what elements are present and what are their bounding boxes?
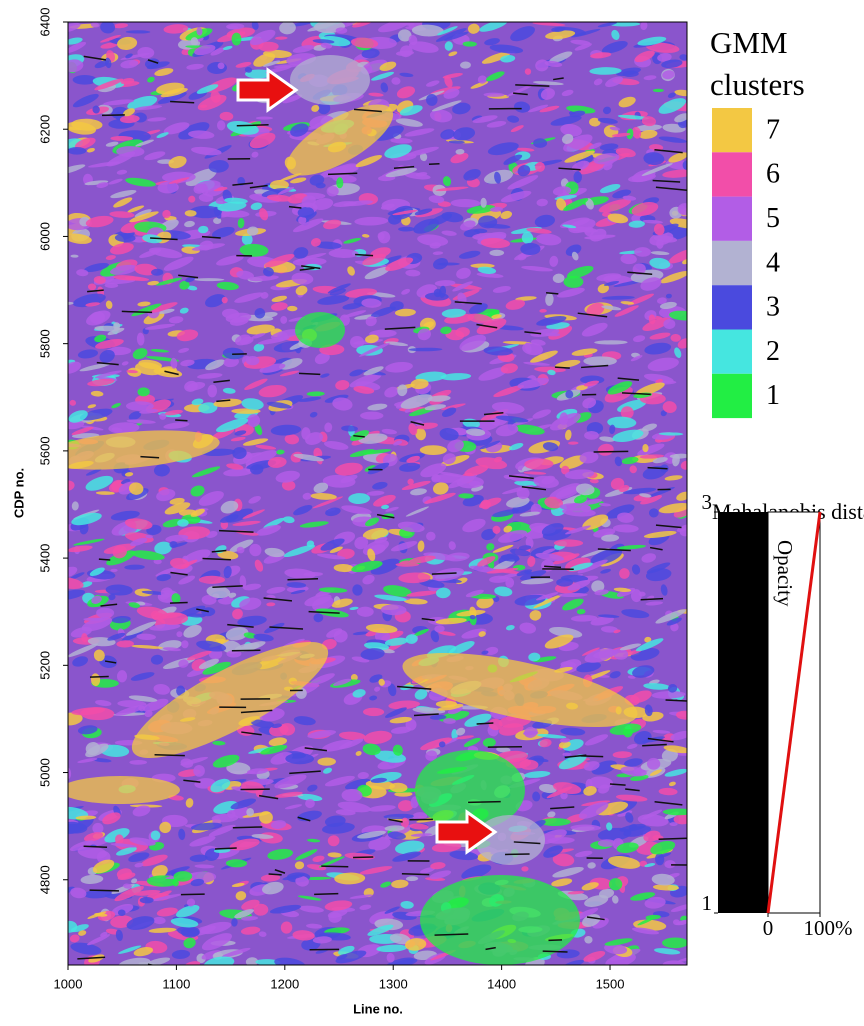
texture-streak [90,677,109,678]
texture-streak [181,894,205,895]
texture-streak [170,602,188,603]
texture-streak [84,846,107,847]
legend-swatch [712,285,752,329]
x-axis-label: Line no. [353,1001,403,1016]
texture-streak [543,951,568,952]
texture-patch [290,55,370,105]
texture-streak [402,874,429,875]
legend-swatch [712,330,752,374]
legend-swatch [712,197,752,241]
x-tick-label: 1400 [487,976,516,991]
texture-streak [505,854,530,855]
y-tick-label: 6000 [37,222,52,251]
legend-label: 1 [766,380,780,411]
texture-streak [175,420,187,421]
opacity-x-tick-label: 0 [763,916,774,940]
y-tick-label: 6200 [37,115,52,144]
texture-streak [237,125,269,126]
y-tick-label: 5600 [37,436,52,465]
texture-streak [90,890,119,891]
opacity-label: Opacity [773,540,797,607]
y-tick-label: 5000 [37,758,52,787]
texture-streak [648,468,668,469]
texture-streak [140,457,159,458]
y-tick-label: 5200 [37,651,52,680]
texture-blob [67,147,86,155]
texture-streak [468,802,501,803]
texture-blob [563,276,583,288]
legend-label: 2 [766,336,780,367]
texture-blob [653,89,664,92]
y-axis-label: CDP no. [11,468,26,518]
opacity-x-tick-label: 100% [804,916,853,940]
opacity-y-tick-label: 3 [702,490,713,514]
x-tick-label: 1300 [379,976,408,991]
texture-streak [321,866,348,867]
legend-label: 4 [766,247,780,278]
legend-swatch [712,374,752,418]
texture-streak [328,173,357,174]
texture-streak [215,848,237,849]
texture-streak [299,373,320,374]
texture-blob [584,431,599,440]
texture-patch [60,776,180,804]
texture-blob [663,319,675,329]
texture-streak [102,115,125,116]
texture-blob [256,117,273,120]
legend-label: 3 [766,292,780,323]
legend-label: 7 [766,114,780,145]
texture-streak [233,827,262,828]
y-tick-label: 4800 [37,865,52,894]
texture-streak [269,874,282,875]
texture-blob [199,576,225,584]
texture-blob [647,758,660,770]
opacity-y-tick-label: 1 [702,891,713,915]
y-tick-label: 5400 [37,544,52,573]
texture-streak [314,894,338,895]
texture-streak [555,367,570,368]
x-tick-label: 1000 [54,976,83,991]
opacity-black [718,512,768,913]
x-tick-label: 1500 [596,976,625,991]
texture-blob [662,937,688,948]
x-tick-label: 1200 [270,976,299,991]
texture-streak [353,857,373,858]
texture-streak [594,451,629,452]
legend-label: 5 [766,203,780,234]
texture-blob [83,618,105,621]
legend-swatch [712,152,752,196]
legend-swatch [712,241,752,285]
x-tick-label: 1100 [162,976,190,991]
legend-swatch [712,108,752,152]
texture-patch [295,312,345,348]
y-tick-label: 5800 [37,329,52,358]
texture-blob [231,33,241,46]
texture-blob [663,808,695,815]
legend-title: GMM clusters [710,22,850,106]
texture-streak [287,579,318,580]
texture-blob [533,138,547,148]
texture-streak [99,559,110,560]
chart: Line no. CDP no. Mahalanobis distance Op… [0,0,864,1026]
figure: Line no. CDP no. Mahalanobis distance Op… [0,0,864,1026]
texture-streak [155,755,185,756]
legend-label: 6 [766,159,780,190]
texture-blob [521,866,528,871]
texture-streak [477,723,494,724]
texture-blob [140,897,154,903]
texture-streak [122,311,152,312]
y-tick-label: 6400 [37,8,52,37]
